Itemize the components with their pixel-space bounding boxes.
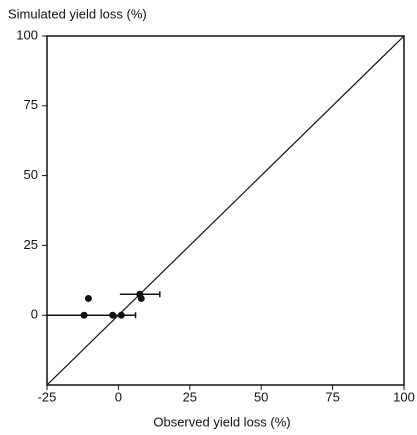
point [117, 311, 125, 319]
y-tick-label: 50 [24, 167, 38, 182]
y-tick-label: 100 [16, 27, 38, 42]
point [84, 294, 92, 302]
plot-frame [46, 35, 405, 386]
point [80, 311, 88, 319]
x-tick-label: 0 [115, 389, 122, 404]
point [137, 294, 145, 302]
x-axis-label: Observed yield loss (%) [153, 414, 290, 429]
y-tick-label: 25 [24, 237, 38, 252]
x-tick-label: 100 [393, 389, 415, 404]
x-tick-label: 25 [183, 389, 197, 404]
y-tick-label: 0 [31, 307, 38, 322]
x-tick-label: 75 [325, 389, 339, 404]
y-axis-label: Simulated yield loss (%) [8, 6, 147, 21]
y-tick-label: 75 [24, 97, 38, 112]
x-tick-label: -25 [38, 389, 57, 404]
one-to-one-line [46, 35, 405, 386]
x-tick-label: 50 [254, 389, 268, 404]
